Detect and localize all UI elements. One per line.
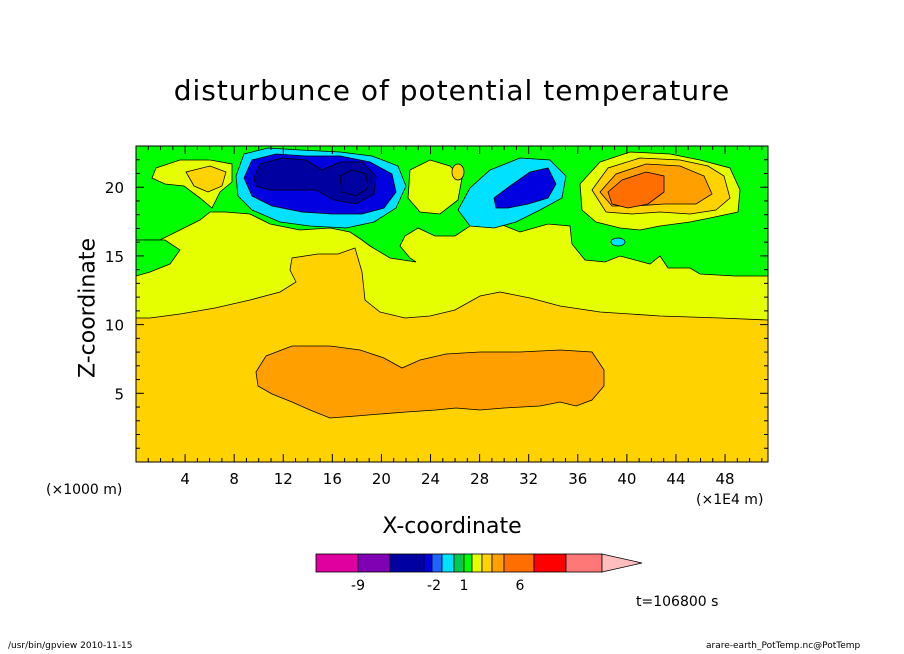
colorbar-swatch — [503, 553, 535, 573]
colorbar-swatch — [463, 553, 473, 573]
colorbar-swatch — [453, 553, 465, 573]
footer-left: /usr/bin/gpview 2010-11-15 — [8, 641, 133, 651]
colorbar-swatch — [357, 553, 391, 573]
x-tick-label: 8 — [229, 470, 239, 488]
x-tick-label: 48 — [716, 470, 735, 488]
colorbar-swatch — [315, 553, 359, 573]
chart-title: disturbunce of potential temperature — [173, 74, 731, 107]
region-yellow-top-mid — [407, 159, 463, 215]
colorbar-swatch — [471, 553, 483, 573]
x-axis-label: X-coordinate — [382, 514, 522, 539]
colorbar-swatch — [431, 553, 443, 573]
x-tick-label: 4 — [180, 470, 190, 488]
region-cold-core-inner — [339, 169, 369, 197]
region-cold-right-dot — [610, 237, 626, 247]
colorbar-tick-label: -9 — [351, 578, 365, 594]
region-orange-top-small — [451, 163, 465, 181]
region-orange-lower-blob — [255, 345, 605, 419]
plot-frame — [135, 145, 769, 463]
x-tick-label: 36 — [568, 470, 587, 488]
x-tick-label: 16 — [323, 470, 342, 488]
x-unit-label: (×1000 m) — [46, 482, 123, 498]
region-orange-top-left — [185, 165, 227, 193]
time-label: t=106800 s — [636, 594, 719, 610]
colorbar-swatch — [491, 553, 505, 573]
colorbar-swatch — [533, 553, 567, 573]
colorbar-swatch — [481, 553, 493, 573]
region-warm-core — [607, 171, 665, 209]
colorbar-tick-label: 6 — [516, 578, 525, 594]
footer-right: arare-earth_PotTemp.nc@PotTemp — [706, 641, 861, 651]
x-tick-label: 32 — [519, 470, 538, 488]
y-tick-label: 5 — [114, 385, 124, 403]
x-tick-label: 40 — [617, 470, 636, 488]
x-tick-label: 24 — [421, 470, 440, 488]
colorbar-swatch — [423, 553, 433, 573]
y-tick-label: 10 — [105, 317, 124, 335]
y-tick-label: 20 — [105, 179, 124, 197]
colorbar: -9 -2 1 6 — [315, 553, 643, 594]
x-tick-label: 28 — [470, 470, 489, 488]
x-scale-label: (×1E4 m) — [696, 492, 764, 508]
colorbar-swatch — [389, 553, 425, 573]
y-tick-label: 15 — [105, 248, 124, 266]
colorbar-swatch — [441, 553, 455, 573]
heatmap-plot-area — [136, 146, 768, 462]
x-tick-label: 12 — [274, 470, 293, 488]
colorbar-extend-arrow — [601, 553, 643, 573]
region-cold-right-core — [493, 167, 557, 209]
region-green-left-pocket — [136, 239, 181, 277]
x-tick-label: 20 — [372, 470, 391, 488]
x-tick-label: 44 — [666, 470, 685, 488]
colorbar-swatch — [565, 553, 603, 573]
colorbar-tick-label: -2 — [427, 578, 441, 594]
y-axis-label: Z-coordinate — [75, 238, 101, 378]
region-cold-core — [253, 157, 377, 205]
colorbar-tick-label: 1 — [460, 578, 469, 594]
